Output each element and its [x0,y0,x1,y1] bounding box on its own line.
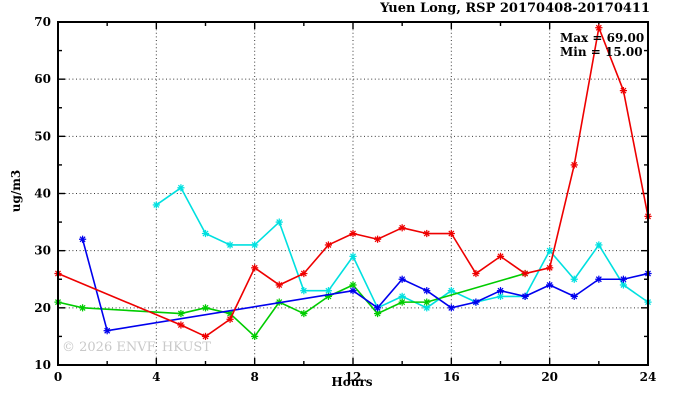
marker-red [226,315,234,323]
marker-cyan [570,275,578,283]
svg-text:8: 8 [250,370,258,384]
axis-ticks [57,21,649,366]
marker-red [177,321,185,329]
marker-blue [496,287,505,295]
x-axis-label: Hours [331,375,373,389]
marker-red [373,235,382,243]
marker-cyan [226,241,234,249]
svg-text:30: 30 [34,244,51,258]
plot-border [57,21,649,366]
watermark: © 2026 ENVF, HKUST [62,340,211,355]
marker-blue [423,287,431,295]
marker-green [251,332,259,341]
marker-red [546,264,554,272]
marker-red [619,87,628,95]
marker-red [349,229,357,238]
marker-red [275,281,283,289]
marker-red [496,252,505,260]
svg-text:20: 20 [34,301,51,315]
marker-red [300,269,308,278]
marker-blue [398,275,406,283]
svg-text:40: 40 [34,187,51,201]
marker-red [251,264,259,272]
marker-blue [570,292,578,300]
gridlines [58,22,648,365]
min-annotation: Min = 15.00 [560,45,643,59]
series-green [54,269,529,341]
marker-cyan [595,241,603,249]
marker-red [447,229,455,238]
marker-cyan [398,292,406,300]
tick-labels: 0 4 8 12 16 20 24 10 20 30 40 50 60 70 [34,15,656,384]
svg-text:0: 0 [54,370,62,384]
marker-cyan [300,287,308,295]
marker-green [78,304,87,312]
marker-cyan [177,184,185,192]
series-cyan [152,184,652,312]
marker-blue [447,304,455,312]
max-min-annotation: Max = 69.00 Min = 15.00 [560,31,644,59]
series-red [54,24,652,341]
marker-blue [103,327,111,335]
marker-red [423,229,431,238]
svg-text:4: 4 [152,370,160,384]
marker-red [201,332,210,341]
marker-blue [78,235,87,243]
marker-red [595,24,603,32]
marker-blue [595,275,603,283]
marker-green [398,298,406,306]
marker-cyan [152,201,160,209]
marker-cyan [447,287,455,295]
marker-cyan [251,241,259,249]
marker-green [300,309,308,318]
marker-blue [619,275,628,283]
svg-text:12: 12 [345,370,362,384]
svg-text:16: 16 [443,370,460,384]
svg-text:60: 60 [34,72,51,86]
marker-cyan [349,252,357,260]
marker-green [201,304,210,312]
svg-text:24: 24 [640,370,657,384]
marker-cyan [546,247,554,255]
marker-red [521,269,529,278]
marker-green [423,298,431,306]
marker-blue [521,292,529,300]
svg-text:70: 70 [34,15,51,29]
svg-text:20: 20 [541,370,558,384]
marker-green [177,309,185,318]
marker-blue [546,281,554,289]
chart-title: Yuen Long, RSP 20170408-20170411 [380,1,650,16]
marker-blue [349,287,357,295]
marker-red [398,224,406,232]
marker-cyan [201,229,210,238]
svg-text:50: 50 [34,129,51,143]
series-blue [78,235,652,335]
marker-cyan [275,218,283,226]
marker-blue [373,304,382,312]
svg-text:10: 10 [34,358,51,372]
marker-blue [472,298,480,306]
marker-red [570,161,578,169]
marker-red [472,269,480,278]
y-axis-label: ug/m3 [9,169,23,213]
marker-red [324,241,333,249]
max-annotation: Max = 69.00 [560,31,645,45]
